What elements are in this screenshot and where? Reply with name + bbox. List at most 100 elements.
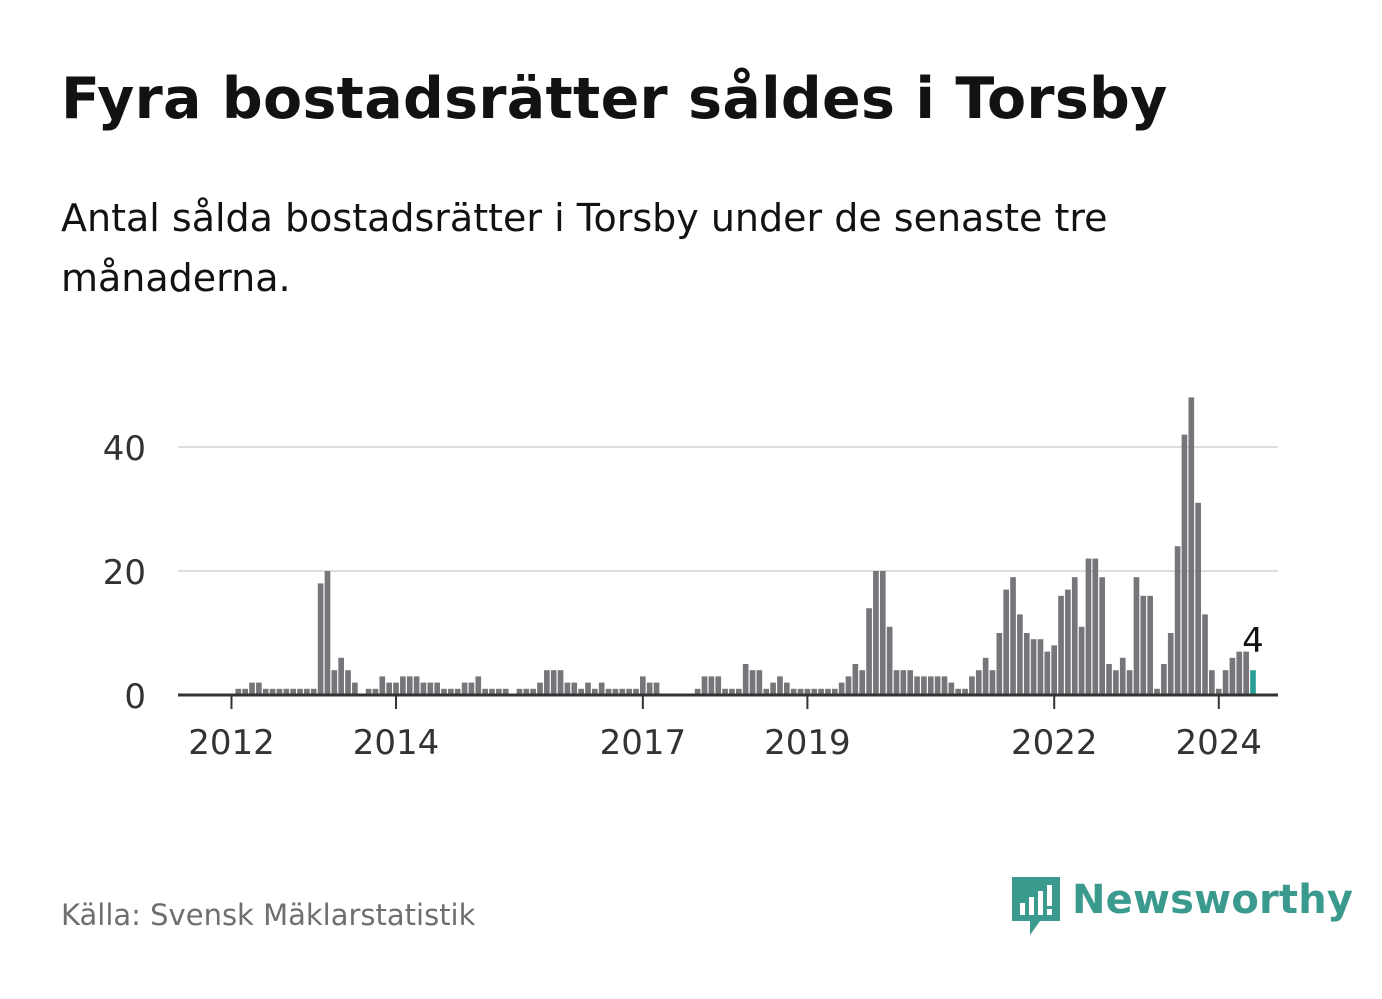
bar — [708, 676, 715, 695]
bar — [790, 688, 797, 695]
bar — [612, 688, 619, 695]
bar — [386, 682, 392, 695]
bar — [1030, 639, 1037, 695]
bar — [249, 682, 255, 695]
bar — [235, 688, 242, 695]
bar — [1188, 397, 1195, 695]
bar — [653, 682, 660, 695]
bar — [1126, 670, 1133, 695]
x-tick-label: 2017 — [600, 723, 687, 763]
bar — [1017, 614, 1023, 695]
bar — [530, 688, 536, 695]
axis-labels: 0 20 40 4 2012 2014 2017 2019 2022 2024 — [103, 429, 1264, 763]
bar — [646, 682, 653, 695]
bar — [921, 676, 927, 695]
bar — [927, 676, 934, 695]
bar — [914, 676, 920, 695]
bar — [550, 670, 557, 695]
bar — [1037, 639, 1044, 695]
axes — [178, 693, 1278, 709]
bar — [770, 682, 776, 695]
bar — [1209, 670, 1215, 695]
bar — [523, 688, 530, 695]
bar — [969, 676, 975, 695]
chart-subtitle: Antal sålda bostadsrätter i Torsby under… — [61, 196, 1108, 300]
bar — [557, 670, 564, 695]
bar — [852, 664, 859, 695]
bar — [1202, 614, 1208, 695]
gridlines — [178, 446, 1278, 572]
bar — [1140, 595, 1147, 695]
bar — [859, 670, 866, 695]
bar — [454, 688, 461, 695]
bar — [256, 682, 262, 695]
bar — [297, 688, 303, 695]
bar — [838, 682, 845, 695]
brand-name: Newsworthy — [1072, 877, 1354, 923]
bar — [338, 657, 344, 695]
bar — [893, 670, 900, 695]
y-tick-label: 40 — [103, 429, 146, 469]
bar-chart: 0 20 40 4 2012 2014 2017 2019 2022 2024 — [103, 397, 1278, 763]
bar — [1195, 502, 1201, 695]
bar — [1071, 577, 1078, 695]
bar — [619, 688, 626, 695]
bar — [434, 682, 440, 695]
chart-title: Fyra bostadsrätter såldes i Torsby — [61, 66, 1168, 132]
bar — [475, 676, 482, 695]
bar — [982, 657, 989, 695]
bar — [1044, 651, 1051, 695]
x-tick-label: 2012 — [188, 723, 275, 763]
bar — [420, 682, 427, 695]
bar — [825, 688, 831, 695]
bar — [269, 688, 276, 695]
bar — [537, 682, 543, 695]
source-note: Källa: Svensk Mäklarstatistik — [61, 898, 476, 932]
bar — [1167, 633, 1174, 695]
bar — [989, 670, 996, 695]
bar — [694, 688, 701, 695]
bar — [1133, 577, 1140, 695]
bar — [722, 688, 728, 695]
bar — [400, 676, 406, 695]
bar — [516, 688, 523, 695]
bar — [324, 571, 331, 695]
bar — [489, 688, 495, 695]
bar — [448, 688, 454, 695]
bar — [1243, 651, 1249, 695]
bar — [365, 688, 372, 695]
bar — [742, 664, 749, 695]
bar — [496, 688, 502, 695]
bar — [1085, 558, 1092, 695]
brand-logo: Newsworthy — [1010, 875, 1353, 945]
bar-highlight — [1250, 670, 1256, 695]
bar — [818, 688, 824, 695]
x-tick-label: 2022 — [1011, 723, 1098, 763]
bar — [975, 670, 982, 695]
x-tick-label: 2019 — [764, 723, 851, 763]
bar — [578, 688, 584, 695]
bar — [715, 676, 722, 695]
bar — [564, 682, 571, 695]
bar — [406, 676, 413, 695]
bar — [427, 682, 434, 695]
bar — [468, 682, 475, 695]
bar — [283, 688, 290, 695]
bar — [1106, 664, 1112, 695]
bar — [866, 608, 872, 695]
last-value-label: 4 — [1242, 621, 1264, 661]
bar — [633, 688, 639, 695]
bar — [626, 688, 632, 695]
bar — [1065, 589, 1071, 695]
bar — [598, 682, 605, 695]
bar — [886, 626, 893, 695]
bar — [729, 688, 735, 695]
bar — [1236, 651, 1243, 695]
newsworthy-logo-icon — [1012, 877, 1060, 935]
bar — [290, 688, 297, 695]
bar — [640, 676, 646, 695]
bar — [1010, 577, 1016, 695]
bar — [1161, 664, 1167, 695]
bar — [1003, 589, 1010, 695]
bar — [585, 682, 591, 695]
